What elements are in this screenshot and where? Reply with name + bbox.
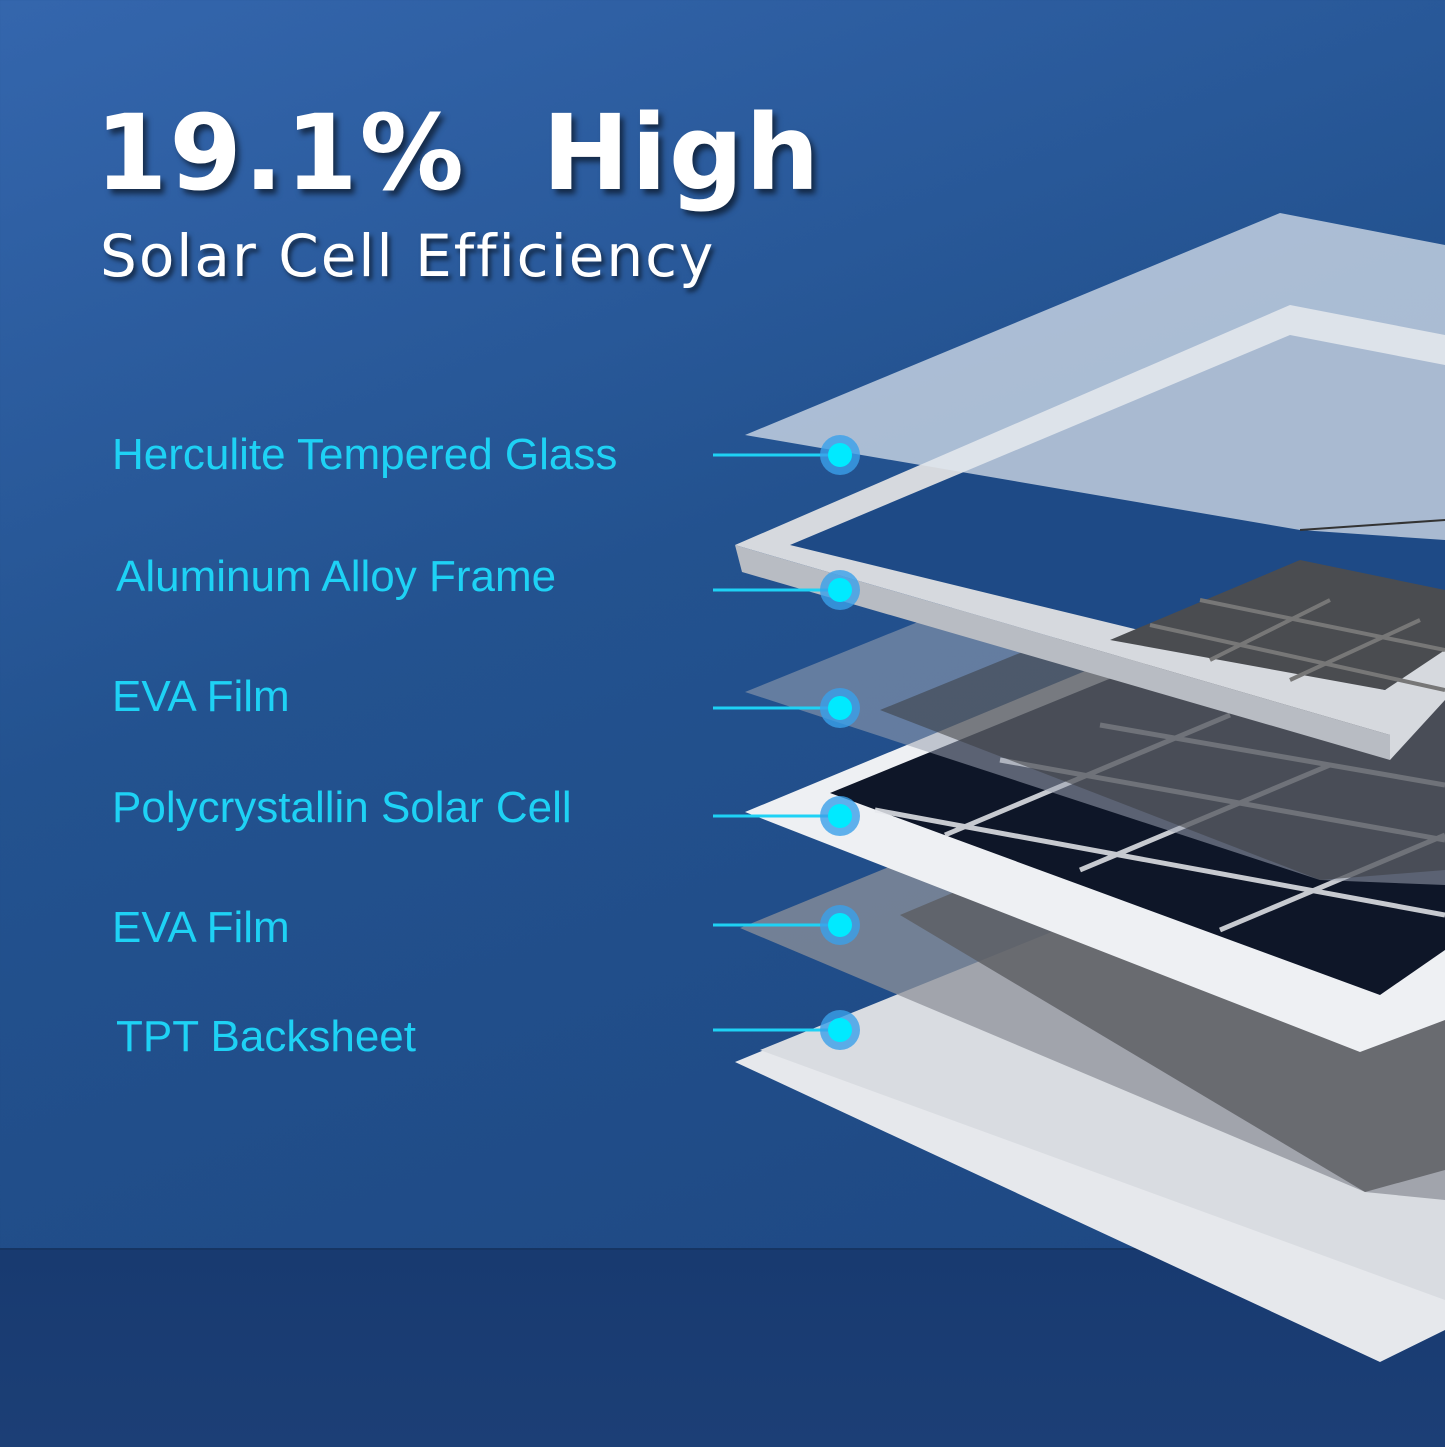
- marker-dots: [820, 435, 860, 1050]
- floor: [0, 1248, 1445, 1447]
- headline-title: 19.1% High: [95, 92, 822, 214]
- label-backsheet: TPT Backsheet: [116, 1012, 416, 1061]
- label-eva-upper: EVA Film: [112, 672, 290, 721]
- label-glass: Herculite Tempered Glass: [112, 430, 618, 479]
- label-frame: Aluminum Alloy Frame: [116, 552, 557, 601]
- label-eva-lower: EVA Film: [112, 903, 290, 952]
- headline-subtitle: Solar Cell Efficiency: [100, 222, 716, 290]
- tempered-glass: [745, 213, 1445, 540]
- label-solar-cell: Polycrystallin Solar Cell: [112, 783, 572, 832]
- leader-lines: [713, 453, 840, 1032]
